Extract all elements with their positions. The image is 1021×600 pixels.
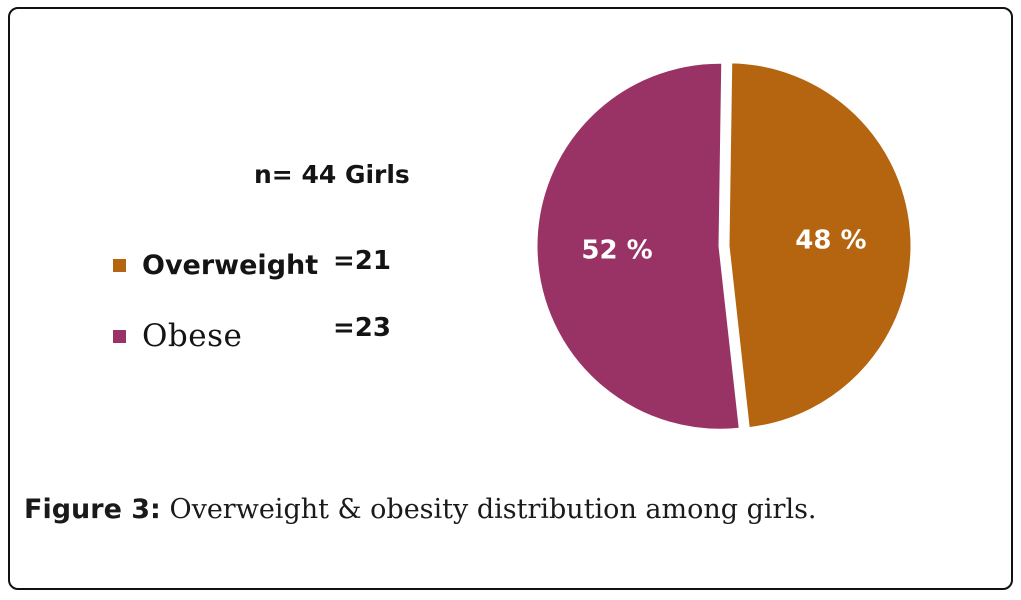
legend-swatch-overweight [113, 258, 126, 272]
pie-slice-overweight [726, 60, 914, 431]
legend-item-obese: Obese [113, 316, 242, 356]
pie-label-obese: 52 % [581, 236, 652, 266]
caption-label: Figure 3: [24, 494, 161, 525]
pie-label-overweight: 48 % [795, 225, 866, 255]
legend-count-overweight: =21 [333, 246, 391, 276]
figure-caption: Figure 3: Overweight & obesity distribut… [24, 494, 817, 525]
sample-size-label: n= 44 Girls [254, 160, 410, 189]
caption-text: Overweight & obesity distribution among … [160, 494, 817, 525]
legend-label-overweight: Overweight [142, 249, 319, 281]
legend-item-overweight: Overweight [113, 245, 318, 285]
legend-count-obese: =23 [333, 313, 391, 343]
legend-label-obese: Obese [142, 318, 243, 354]
pie-slices: 48 % 52 % [534, 60, 914, 432]
legend-swatch-obese [113, 329, 126, 343]
pie-slice-obese [534, 60, 742, 432]
